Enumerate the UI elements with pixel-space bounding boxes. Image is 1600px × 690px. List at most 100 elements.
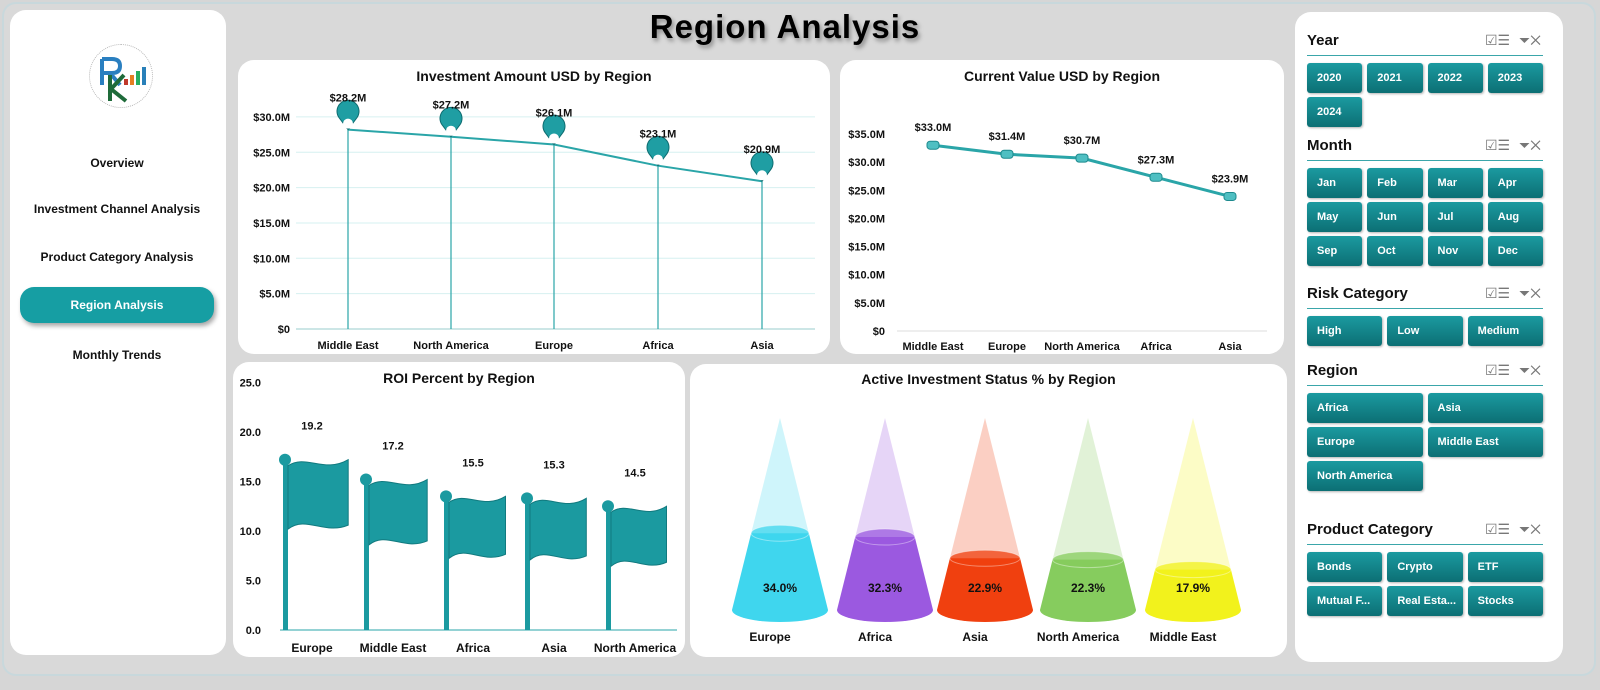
map-pin-marker <box>336 99 360 131</box>
slicer-button[interactable]: Jun <box>1367 202 1423 232</box>
x-tick-label: Africa <box>456 641 490 655</box>
slicer-button[interactable]: Crypto <box>1387 552 1463 582</box>
data-label: 19.2 <box>301 421 322 433</box>
cone-bar <box>732 418 828 622</box>
data-label: 32.3% <box>868 581 902 595</box>
map-pin-marker <box>542 114 566 146</box>
multi-select-icon[interactable]: ☑☰ <box>1485 362 1511 378</box>
y-tick-label: $10.0M <box>848 270 885 282</box>
data-label: $23.9M <box>1212 173 1249 185</box>
x-tick-label: North America <box>1044 341 1120 353</box>
chart-title: Active Investment Status % by Region <box>861 371 1116 387</box>
chart-plot: $0 $5.0M $10.0M $15.0M $20.0M $25.0M $30.0M $28… <box>253 93 815 352</box>
x-tick-label: Asia <box>541 641 567 655</box>
x-tick-label: North America <box>413 340 489 352</box>
cone-bar <box>1145 418 1241 622</box>
flag-bar <box>602 500 667 630</box>
slicer-header: Region ☑☰ ⏷✕ <box>1307 360 1543 386</box>
y-tick-label: 20.0 <box>240 427 261 439</box>
y-tick-label: 0.0 <box>246 625 261 637</box>
slicer-button[interactable]: Apr <box>1487 168 1543 198</box>
slicer-button[interactable]: Medium <box>1467 316 1543 346</box>
clear-filter-icon[interactable]: ⏷✕ <box>1519 285 1541 301</box>
clear-filter-icon[interactable]: ⏷✕ <box>1519 362 1541 378</box>
nav-region-analysis[interactable]: Region Analysis <box>20 287 214 323</box>
x-tick-label: North America <box>1037 630 1120 644</box>
nav-overview[interactable]: Overview <box>90 156 144 170</box>
cone-bar <box>937 418 1033 622</box>
data-label: $26.1M <box>536 107 573 119</box>
y-tick-label: $35.0M <box>848 129 885 141</box>
y-tick-label: $5.0M <box>259 289 290 301</box>
data-label: $20.9M <box>744 144 781 156</box>
data-label: $31.4M <box>989 131 1026 143</box>
slicer-button[interactable]: Mutual F... <box>1307 586 1383 616</box>
logo-icon <box>100 57 146 103</box>
clear-filter-icon[interactable]: ⏷✕ <box>1519 521 1541 537</box>
data-label: $33.0M <box>915 122 952 134</box>
flag-bar <box>521 492 587 630</box>
slicer-button[interactable]: North America <box>1307 461 1423 491</box>
chart-plot: 0.0 5.0 10.0 15.0 20.0 25.0 19.2 Europe 17.2 Midd… <box>240 378 677 655</box>
x-tick-label: Europe <box>291 641 333 655</box>
slicer-button[interactable]: May <box>1307 202 1363 232</box>
slicer-button[interactable]: Mar <box>1427 168 1483 198</box>
y-tick-label: $30.0M <box>253 112 290 124</box>
slicer-button[interactable]: 2022 <box>1427 63 1483 93</box>
slicer-button[interactable]: Oct <box>1367 236 1423 266</box>
slicer-button[interactable]: Asia <box>1427 393 1543 423</box>
nav-investment-channel-analysis[interactable]: Investment Channel Analysis <box>33 202 201 216</box>
slicer-button[interactable]: Stocks <box>1467 586 1543 616</box>
slicer-button[interactable]: Feb <box>1367 168 1423 198</box>
clear-filter-icon[interactable]: ⏷✕ <box>1519 137 1541 153</box>
multi-select-icon[interactable]: ☑☰ <box>1485 521 1511 537</box>
x-tick-label: North America <box>594 641 677 655</box>
slicer-button[interactable]: Low <box>1387 316 1463 346</box>
y-tick-label: $0 <box>873 326 885 338</box>
map-pin-marker <box>750 151 774 183</box>
y-tick-label: 25.0 <box>240 378 261 390</box>
slicer-button[interactable]: Jan <box>1307 168 1363 198</box>
nav-monthly-trends[interactable]: Monthly Trends <box>72 348 162 362</box>
flag-bar <box>360 473 428 630</box>
logo <box>89 44 153 108</box>
slicer-button[interactable]: High <box>1307 316 1383 346</box>
slicer-button[interactable]: Real Esta... <box>1387 586 1463 616</box>
data-point <box>1000 149 1014 159</box>
slicer-button[interactable]: 2024 <box>1307 97 1363 127</box>
slicer-button[interactable]: Nov <box>1427 236 1483 266</box>
slicer-button[interactable]: 2020 <box>1307 63 1363 93</box>
slicer-button[interactable]: Europe <box>1307 427 1423 457</box>
y-tick-label: $20.0M <box>253 183 290 195</box>
slicer-button[interactable]: 2023 <box>1487 63 1543 93</box>
multi-select-icon[interactable]: ☑☰ <box>1485 137 1511 153</box>
cone-bar <box>1040 418 1136 622</box>
multi-select-icon[interactable]: ☑☰ <box>1485 285 1511 301</box>
data-label: $30.7M <box>1064 135 1101 147</box>
data-label: 15.5 <box>462 457 483 469</box>
slicer-button[interactable]: Sep <box>1307 236 1363 266</box>
data-point <box>1149 172 1163 182</box>
data-label: $23.1M <box>640 129 677 141</box>
nav-product-category-analysis[interactable]: Product Category Analysis <box>40 250 194 264</box>
multi-select-icon[interactable]: ☑☰ <box>1485 32 1511 48</box>
slicer-header: Product Category ☑☰ ⏷✕ <box>1307 519 1543 545</box>
x-tick-label: Africa <box>858 630 892 644</box>
x-tick-label: Middle East <box>902 341 963 353</box>
slicer-button[interactable]: Bonds <box>1307 552 1383 582</box>
slicer-panel: Year ☑☰ ⏷✕ 2020 2021 2022 2023 2024 Month ☑☰ ⏷✕ Jan… <box>1295 12 1563 662</box>
chart-title: ROI Percent by Region <box>383 370 535 386</box>
slicer-button[interactable]: 2021 <box>1367 63 1423 93</box>
x-tick-label: Middle East <box>360 641 427 655</box>
slicer-button[interactable]: Dec <box>1487 236 1543 266</box>
clear-filter-icon[interactable]: ⏷✕ <box>1519 32 1541 48</box>
slicer-button[interactable]: Aug <box>1487 202 1543 232</box>
chart-plot: $0 $5.0M $10.0M $15.0M $20.0M $25.0M $30.0M $35… <box>848 122 1267 353</box>
x-tick-label: Middle East <box>1150 630 1217 644</box>
data-label: $28.2M <box>330 93 367 105</box>
slicer-button[interactable]: ETF <box>1467 552 1543 582</box>
slicer-button[interactable]: Africa <box>1307 393 1423 423</box>
slicer-button[interactable]: Jul <box>1427 202 1483 232</box>
slicer-button[interactable]: Middle East <box>1427 427 1543 457</box>
flag-bar <box>279 453 349 630</box>
